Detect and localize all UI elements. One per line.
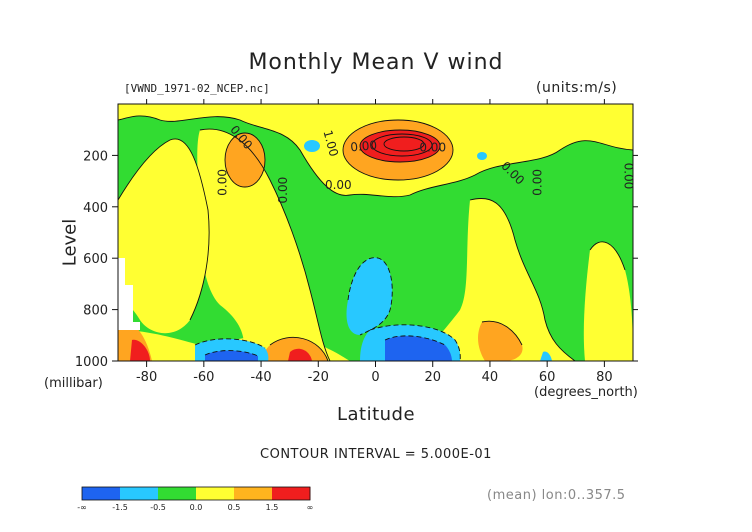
x-tick-label: 80 [596, 370, 613, 385]
fill-cyan-top [304, 140, 320, 152]
contour-fills [118, 104, 633, 361]
file-label: [VWND_1971-02_NCEP.nc] [124, 82, 270, 95]
x-tick-label: -40 [250, 370, 271, 385]
colorbar-swatch [139, 487, 159, 500]
colorbar-frame [81, 486, 311, 501]
y-axis-unit: (millibar) [44, 376, 103, 391]
colorbar-swatch [82, 487, 102, 500]
colorbar-swatch [253, 487, 273, 500]
y-tick-label: 1000 [75, 355, 108, 370]
fill-cyan-bottomright [540, 351, 552, 361]
mean-footer: (mean) lon:0..357.5 [487, 488, 626, 503]
colorbar-label: ∞ [307, 503, 314, 512]
x-tick-label: 60 [539, 370, 556, 385]
contour-labels: 0.00 1.00 0.00 0.000.000.00 0.00 0.00 0.000.00 [216, 123, 636, 204]
contour-label: 0.00 [530, 169, 544, 196]
contour-label: 0.00 [621, 163, 635, 190]
colorbar-swatch [101, 487, 121, 500]
x-axis-label: Latitude [336, 404, 416, 425]
x-tick-label: -80 [136, 370, 157, 385]
colorbar-swatch [272, 487, 292, 500]
colorbar-label: -0.5 [150, 503, 166, 512]
contour-label: 0.00 [276, 177, 290, 204]
contour-label: 0.00 [216, 169, 230, 196]
colorbar-label: -1.5 [112, 503, 128, 512]
fill-yellow-mid [197, 129, 330, 361]
x-ticks: -80 -60 -40 -20 0 20 40 60 80 [136, 99, 613, 385]
y-ticks: 200 400 600 800 1000 [75, 149, 638, 370]
fill-missing-data [118, 258, 140, 330]
colorbar-label: 1.5 [266, 503, 279, 512]
fill-orange-lowmid [262, 337, 328, 361]
contour-label: 0.00 [350, 138, 378, 154]
colorbar-swatch [215, 487, 235, 500]
colorbar: -∞ -1.5 -0.5 0.0 0.5 1.5 ∞ [77, 486, 314, 512]
fill-cyan-topright [477, 152, 487, 160]
colorbar-swatch [234, 487, 254, 500]
colorbar-swatch [196, 487, 216, 500]
fill-orange-lowright [478, 321, 523, 361]
fill-blue-lowmid [385, 335, 452, 361]
fill-cyan-mid [346, 257, 393, 335]
chart-title: Monthly Mean V wind [248, 50, 504, 75]
x-axis-unit: (degrees_north) [534, 385, 638, 400]
colorbar-swatch [158, 487, 178, 500]
y-tick-label: 400 [83, 201, 108, 216]
x-tick-label: 40 [482, 370, 499, 385]
colorbar-swatch [120, 487, 140, 500]
contour-label: 0.00 [419, 141, 446, 155]
fill-red-lowmid [288, 348, 312, 361]
contour-interval: CONTOUR INTERVAL = 5.000E-01 [260, 447, 492, 462]
fill-blue-lowleft [205, 350, 258, 361]
y-tick-label: 200 [83, 149, 108, 164]
fill-yellow-farright [583, 241, 633, 361]
colorbar-label: 0.0 [190, 503, 203, 512]
fill-orange-left [225, 133, 265, 187]
y-tick-label: 800 [83, 304, 108, 319]
x-tick-label: -60 [193, 370, 214, 385]
colorbar-swatch [291, 487, 311, 500]
units-label: (units:m/s) [536, 80, 618, 96]
fill-yellow-left [118, 138, 210, 334]
contour-label: 1.00 [321, 129, 341, 158]
colorbar-label: 0.5 [228, 503, 241, 512]
colorbar-label: -∞ [77, 503, 87, 512]
x-tick-label: 0 [371, 370, 379, 385]
fill-red-lowleft [130, 339, 150, 361]
x-tick-label: 20 [424, 370, 441, 385]
contour-label: 0.00 [325, 178, 352, 192]
colorbar-swatch [177, 487, 197, 500]
x-tick-label: -20 [308, 370, 329, 385]
y-tick-label: 600 [83, 252, 108, 267]
fill-yellow-right [420, 198, 575, 361]
